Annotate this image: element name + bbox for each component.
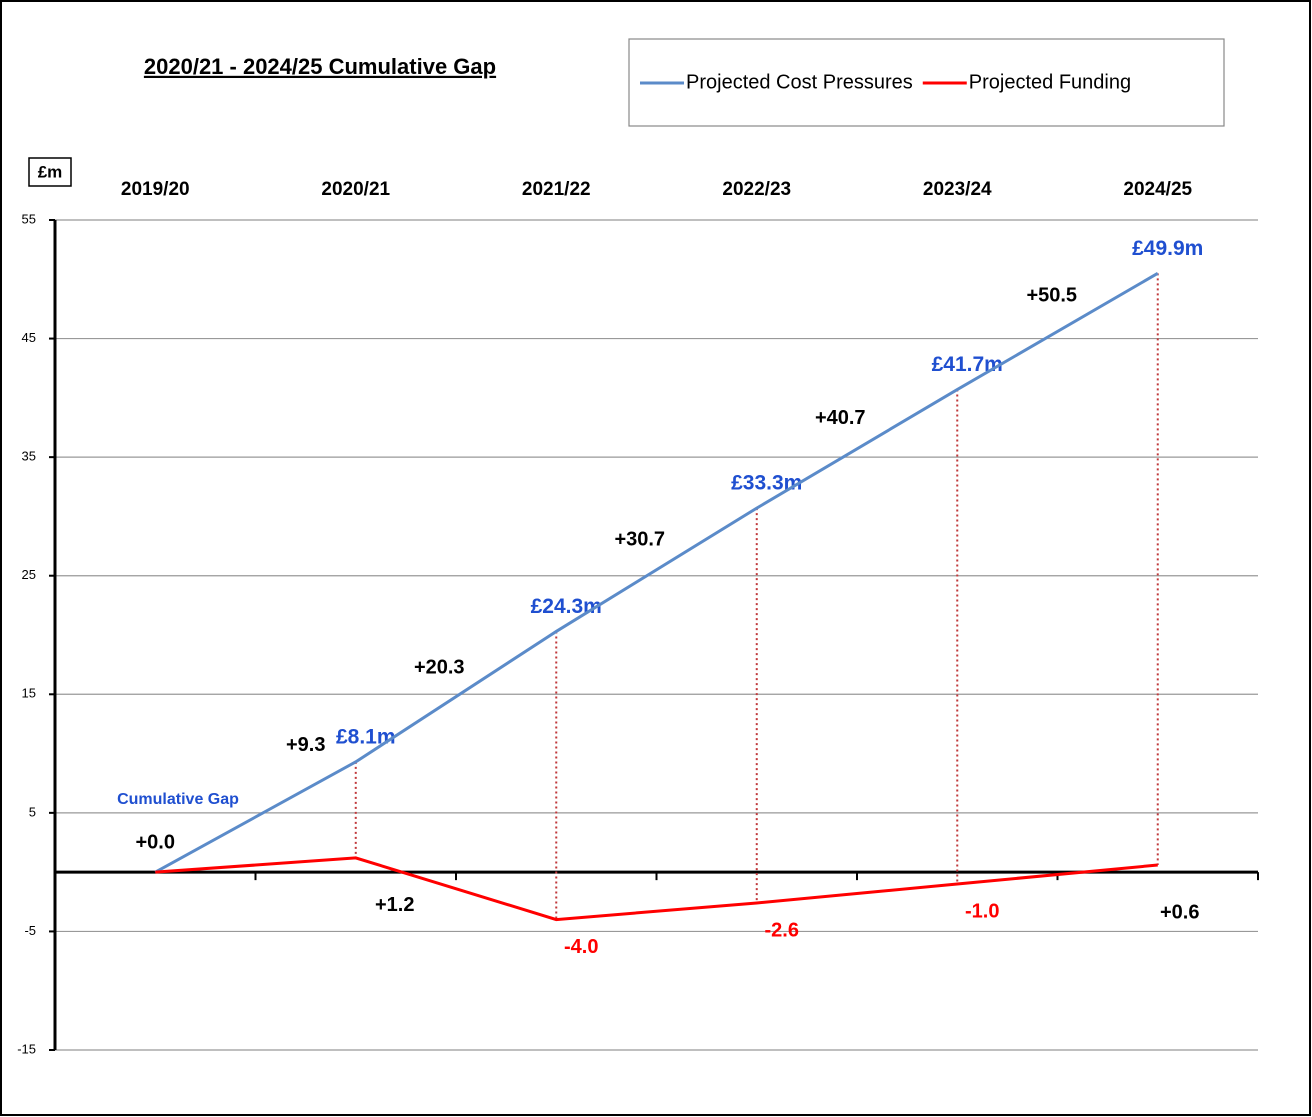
- y-tick-label: 15: [22, 686, 36, 701]
- gap-label: £41.7m: [932, 353, 1003, 376]
- series-line: [154, 272, 1159, 874]
- gap-name: Cumulative Gap: [117, 791, 239, 808]
- y-tick-label: -5: [24, 923, 36, 938]
- y-tick-label: -15: [17, 1041, 36, 1056]
- cost-label: +9.3: [286, 734, 325, 756]
- y-tick-label: 45: [22, 330, 36, 345]
- x-tick-label: 2022/23: [722, 179, 791, 200]
- x-tick-label: 2020/21: [321, 179, 390, 200]
- y-tick-label: 55: [22, 211, 36, 226]
- cost-label: +0.0: [136, 831, 175, 853]
- gap-label: £33.3m: [731, 472, 802, 495]
- series-line: [155, 856, 1158, 922]
- gap-label: £24.3m: [531, 595, 602, 618]
- y-tick-label: 25: [22, 567, 36, 582]
- funding-label: -4.0: [564, 936, 598, 958]
- funding-label: +0.6: [1160, 901, 1199, 923]
- x-tick-label: 2024/25: [1123, 179, 1192, 200]
- unit-box: [28, 157, 72, 187]
- funding-label: -1.0: [965, 900, 999, 922]
- cost-label: +20.3: [414, 657, 465, 679]
- funding-label: -2.6: [765, 919, 799, 941]
- y-tick-label: 35: [22, 449, 36, 464]
- y-tick-label: 5: [29, 804, 36, 819]
- cost-label: +40.7: [815, 407, 866, 429]
- legend-label: Projected Cost Pressures: [686, 71, 913, 93]
- funding-label: +1.2: [375, 894, 414, 916]
- x-tick-label: 2019/20: [121, 179, 190, 200]
- x-tick-label: 2021/22: [522, 179, 591, 200]
- y-axis-label: £m: [38, 162, 63, 181]
- chart-title: 2020/21 - 2024/25 Cumulative Gap: [144, 54, 496, 79]
- x-tick-label: 2023/24: [923, 179, 992, 200]
- cost-label: +30.7: [614, 528, 665, 550]
- gap-label: £8.1m: [336, 725, 396, 748]
- gap-label: £49.9m: [1132, 237, 1203, 260]
- cost-label: +50.5: [1026, 285, 1077, 307]
- legend-label: Projected Funding: [969, 71, 1131, 93]
